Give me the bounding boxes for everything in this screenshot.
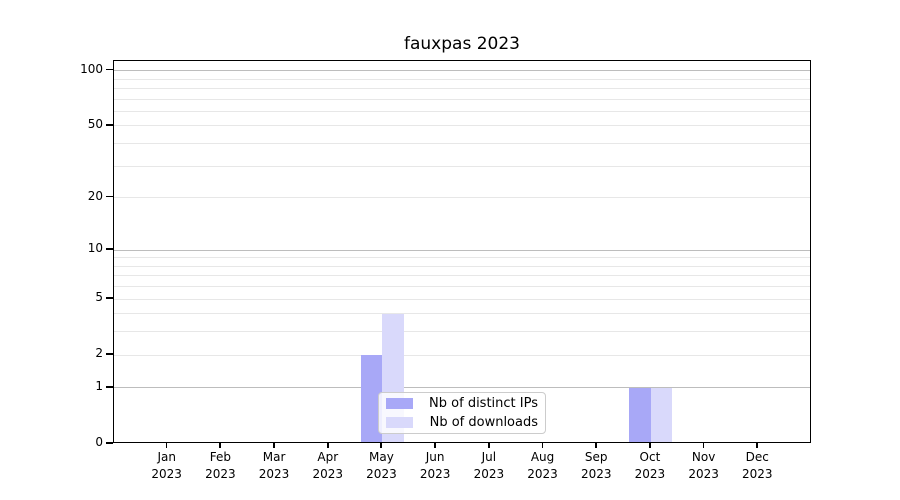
plot-area [113, 60, 811, 443]
minor-gridline [114, 298, 810, 300]
minor-gridline [114, 257, 810, 259]
minor-gridline [114, 87, 810, 89]
x-tick-mark [380, 443, 383, 448]
x-tick-mark [326, 443, 329, 448]
y-tick-mark [106, 353, 113, 355]
legend-item-downloads: Nb of downloads [386, 414, 538, 431]
x-tick-label: Dec 2023 [742, 450, 773, 481]
minor-gridline [114, 125, 810, 127]
minor-gridline [114, 331, 810, 333]
major-gridline [114, 249, 810, 251]
chart-title: fauxpas 2023 [404, 34, 520, 54]
major-gridline [114, 387, 810, 389]
y-tick-mark [106, 442, 113, 444]
bar-distinct-ips [360, 355, 383, 443]
y-tick-mark [106, 123, 113, 126]
y-tick-label: 20 [87, 188, 103, 203]
bar-downloads [650, 387, 673, 443]
y-tick-label: 5 [95, 290, 103, 305]
x-tick-label: Nov 2023 [688, 450, 719, 481]
minor-gridline [114, 165, 810, 167]
minor-gridline [114, 354, 810, 356]
x-tick-mark [273, 443, 275, 448]
y-tick-label: 0 [95, 435, 103, 449]
x-tick-label: Jun 2023 [419, 450, 451, 481]
y-tick-mark [106, 248, 113, 250]
minor-gridline [114, 275, 810, 277]
minor-gridline [114, 78, 810, 80]
y-tick-mark [106, 68, 113, 71]
minor-gridline [114, 110, 810, 112]
x-tick-mark [487, 443, 490, 448]
x-tick-mark [165, 443, 168, 448]
x-tick-label: Apr 2023 [312, 450, 344, 481]
x-tick-mark [702, 443, 705, 448]
y-tick-mark [106, 195, 113, 198]
x-tick-mark [756, 443, 759, 448]
legend-item-distinct-ips: Nb of distinct IPs [386, 395, 538, 412]
minor-gridline [114, 143, 810, 145]
minor-gridline [114, 265, 810, 267]
y-tick-mark [106, 385, 113, 388]
bar-distinct-ips [629, 387, 651, 443]
minor-gridline [114, 197, 810, 199]
x-tick-label: Sep 2023 [580, 450, 612, 481]
y-tick-mark [106, 297, 113, 299]
y-tick-label: 2 [95, 346, 103, 361]
y-tick-label: 100 [80, 61, 103, 76]
x-tick-label: Oct 2023 [634, 450, 666, 481]
x-tick-label: Jul 2023 [473, 450, 505, 481]
x-tick-label: May 2023 [366, 450, 397, 481]
y-tick-label: 50 [87, 116, 103, 131]
x-tick-label: Mar 2023 [258, 450, 290, 481]
legend-swatch-distinct-ips [386, 398, 413, 409]
x-tick-mark [595, 443, 598, 448]
major-gridline [114, 70, 810, 72]
y-tick-label: 10 [87, 241, 103, 255]
minor-gridline [114, 286, 810, 288]
minor-gridline [114, 313, 810, 315]
x-tick-label: Feb 2023 [205, 450, 236, 481]
legend-label-downloads: Nb of downloads [429, 415, 538, 430]
x-tick-mark [434, 443, 436, 448]
x-tick-mark [541, 443, 544, 448]
legend-label-distinct-ips: Nb of distinct IPs [429, 396, 538, 411]
x-tick-mark [648, 443, 651, 448]
x-tick-label: Aug 2023 [527, 450, 558, 481]
y-tick-label: 1 [95, 378, 103, 393]
legend: Nb of distinct IPs Nb of downloads [378, 392, 546, 434]
minor-gridline [114, 98, 810, 100]
legend-swatch-downloads [386, 417, 413, 428]
x-tick-mark [219, 443, 222, 448]
x-tick-label: Jan 2023 [151, 450, 182, 481]
